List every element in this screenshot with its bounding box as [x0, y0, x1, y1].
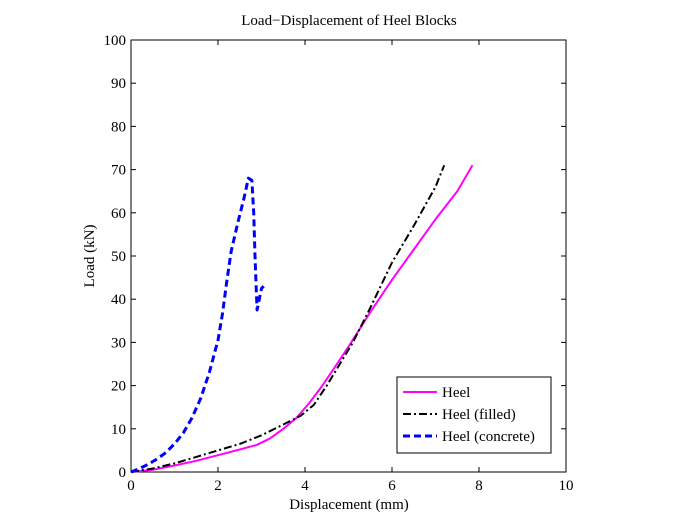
x-tick-label: 4: [301, 478, 309, 494]
y-tick-label: 50: [111, 249, 126, 265]
series-layer: [130, 164, 474, 474]
chart-title: Load−Displacement of Heel Blocks: [241, 13, 457, 29]
legend-label-heel-concrete: Heel (concrete): [442, 429, 535, 445]
legend-label-heel: Heel: [442, 385, 470, 401]
legend: Heel Heel (filled) Heel (concrete): [396, 376, 552, 454]
y-tick-label: 100: [104, 33, 127, 49]
y-tick-label: 80: [111, 119, 126, 135]
x-tick-label: 10: [559, 478, 574, 494]
y-tick-label: 10: [111, 422, 126, 438]
x-tick-label: 8: [475, 478, 483, 494]
x-tick-label: 6: [388, 478, 396, 494]
y-tick-label: 70: [111, 163, 126, 179]
x-tick-label: 2: [214, 478, 222, 494]
x-axis-title: Displacement (mm): [289, 497, 409, 513]
series-line-heel-concrete: [130, 176, 265, 474]
y-axis-title: Load (kN): [82, 225, 98, 288]
y-tick-label: 60: [111, 206, 126, 222]
series-line-heel: [130, 164, 474, 473]
legend-label-heel-filled: Heel (filled): [442, 407, 516, 423]
y-tick-label: 40: [111, 292, 126, 308]
series-line-heel-filled: [130, 164, 446, 473]
y-tick-label: 20: [111, 379, 126, 395]
x-tick-label: 0: [127, 478, 135, 494]
y-tick-label: 30: [111, 335, 126, 351]
y-tick-label: 90: [111, 76, 126, 92]
y-tick-label: 0: [119, 465, 127, 481]
